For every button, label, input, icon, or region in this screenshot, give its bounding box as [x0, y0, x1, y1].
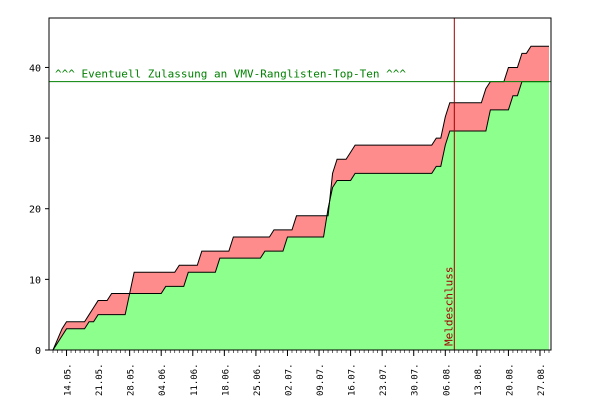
y-tick-label: 10 [29, 275, 41, 286]
x-tick-label: 30.07. [411, 363, 421, 396]
lower-series-line [52, 81, 549, 351]
x-tick-label: 04.06. [158, 363, 168, 396]
x-tick-label: 11.06. [190, 363, 200, 396]
x-tick-label: 25.06. [253, 363, 263, 396]
x-tick-label: 06.08. [442, 363, 452, 396]
plot-area: ^^^ Eventuell Zulassung an VMV-Rangliste… [49, 18, 551, 351]
y-tick-label: 40 [29, 63, 41, 74]
x-tick-label: 28.05. [127, 363, 137, 396]
lower-series-area [53, 81, 549, 351]
x-tick-label: 09.07. [316, 363, 326, 396]
x-tick-label: 18.06. [221, 363, 231, 396]
x-tick-label: 21.05. [95, 363, 105, 396]
upper-band-area [53, 46, 549, 351]
y-tick-label: 0 [35, 346, 41, 357]
plot-frame [48, 17, 552, 351]
x-tick-label: 23.07. [379, 363, 389, 396]
x-tick-label: 13.08. [474, 363, 484, 396]
threshold-label: ^^^ Eventuell Zulassung an VMV-Rangliste… [55, 68, 406, 81]
x-tick-label: 02.07. [284, 363, 294, 396]
axes: 0 10 20 30 40 14.05. 21.05. 28.05. 04.06. 11.06. 1… [29, 63, 550, 396]
y-tick-label: 20 [29, 205, 41, 216]
deadline-label: Meldeschluss [442, 267, 455, 346]
x-tick-label: 14.05. [64, 363, 74, 396]
x-tick-label: 27.08. [537, 363, 547, 396]
x-tick-label: 16.07. [348, 363, 358, 396]
y-tick-label: 30 [29, 134, 41, 145]
x-tick-label: 20.08. [505, 363, 515, 396]
